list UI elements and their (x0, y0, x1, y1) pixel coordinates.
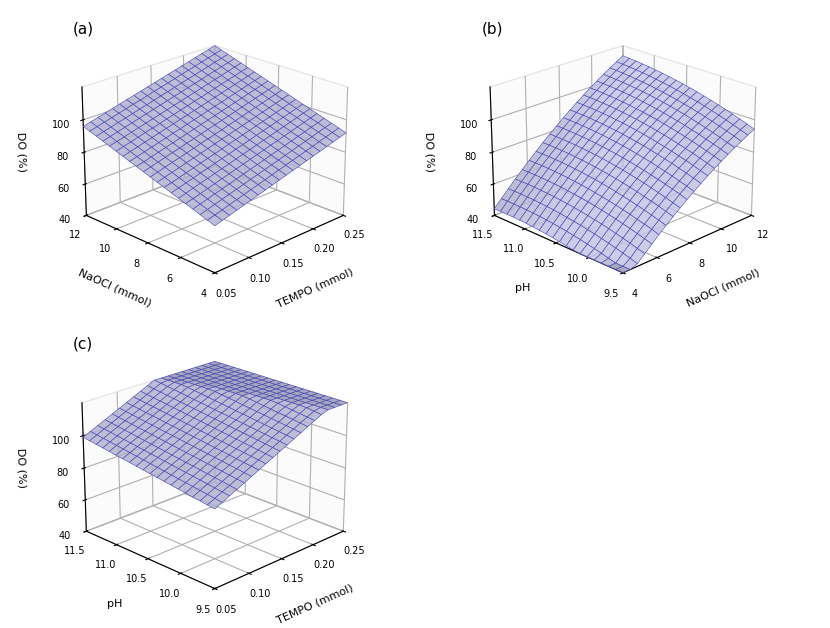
Text: (c): (c) (73, 337, 94, 352)
X-axis label: TEMPO (mmol): TEMPO (mmol) (276, 267, 354, 310)
Text: (a): (a) (73, 21, 95, 36)
X-axis label: TEMPO (mmol): TEMPO (mmol) (276, 583, 354, 625)
X-axis label: NaOCl (mmol): NaOCl (mmol) (685, 268, 761, 309)
Y-axis label: NaOCl (mmol): NaOCl (mmol) (76, 268, 153, 309)
Y-axis label: pH: pH (515, 283, 530, 293)
Text: (b): (b) (481, 21, 503, 36)
Y-axis label: pH: pH (107, 599, 122, 609)
